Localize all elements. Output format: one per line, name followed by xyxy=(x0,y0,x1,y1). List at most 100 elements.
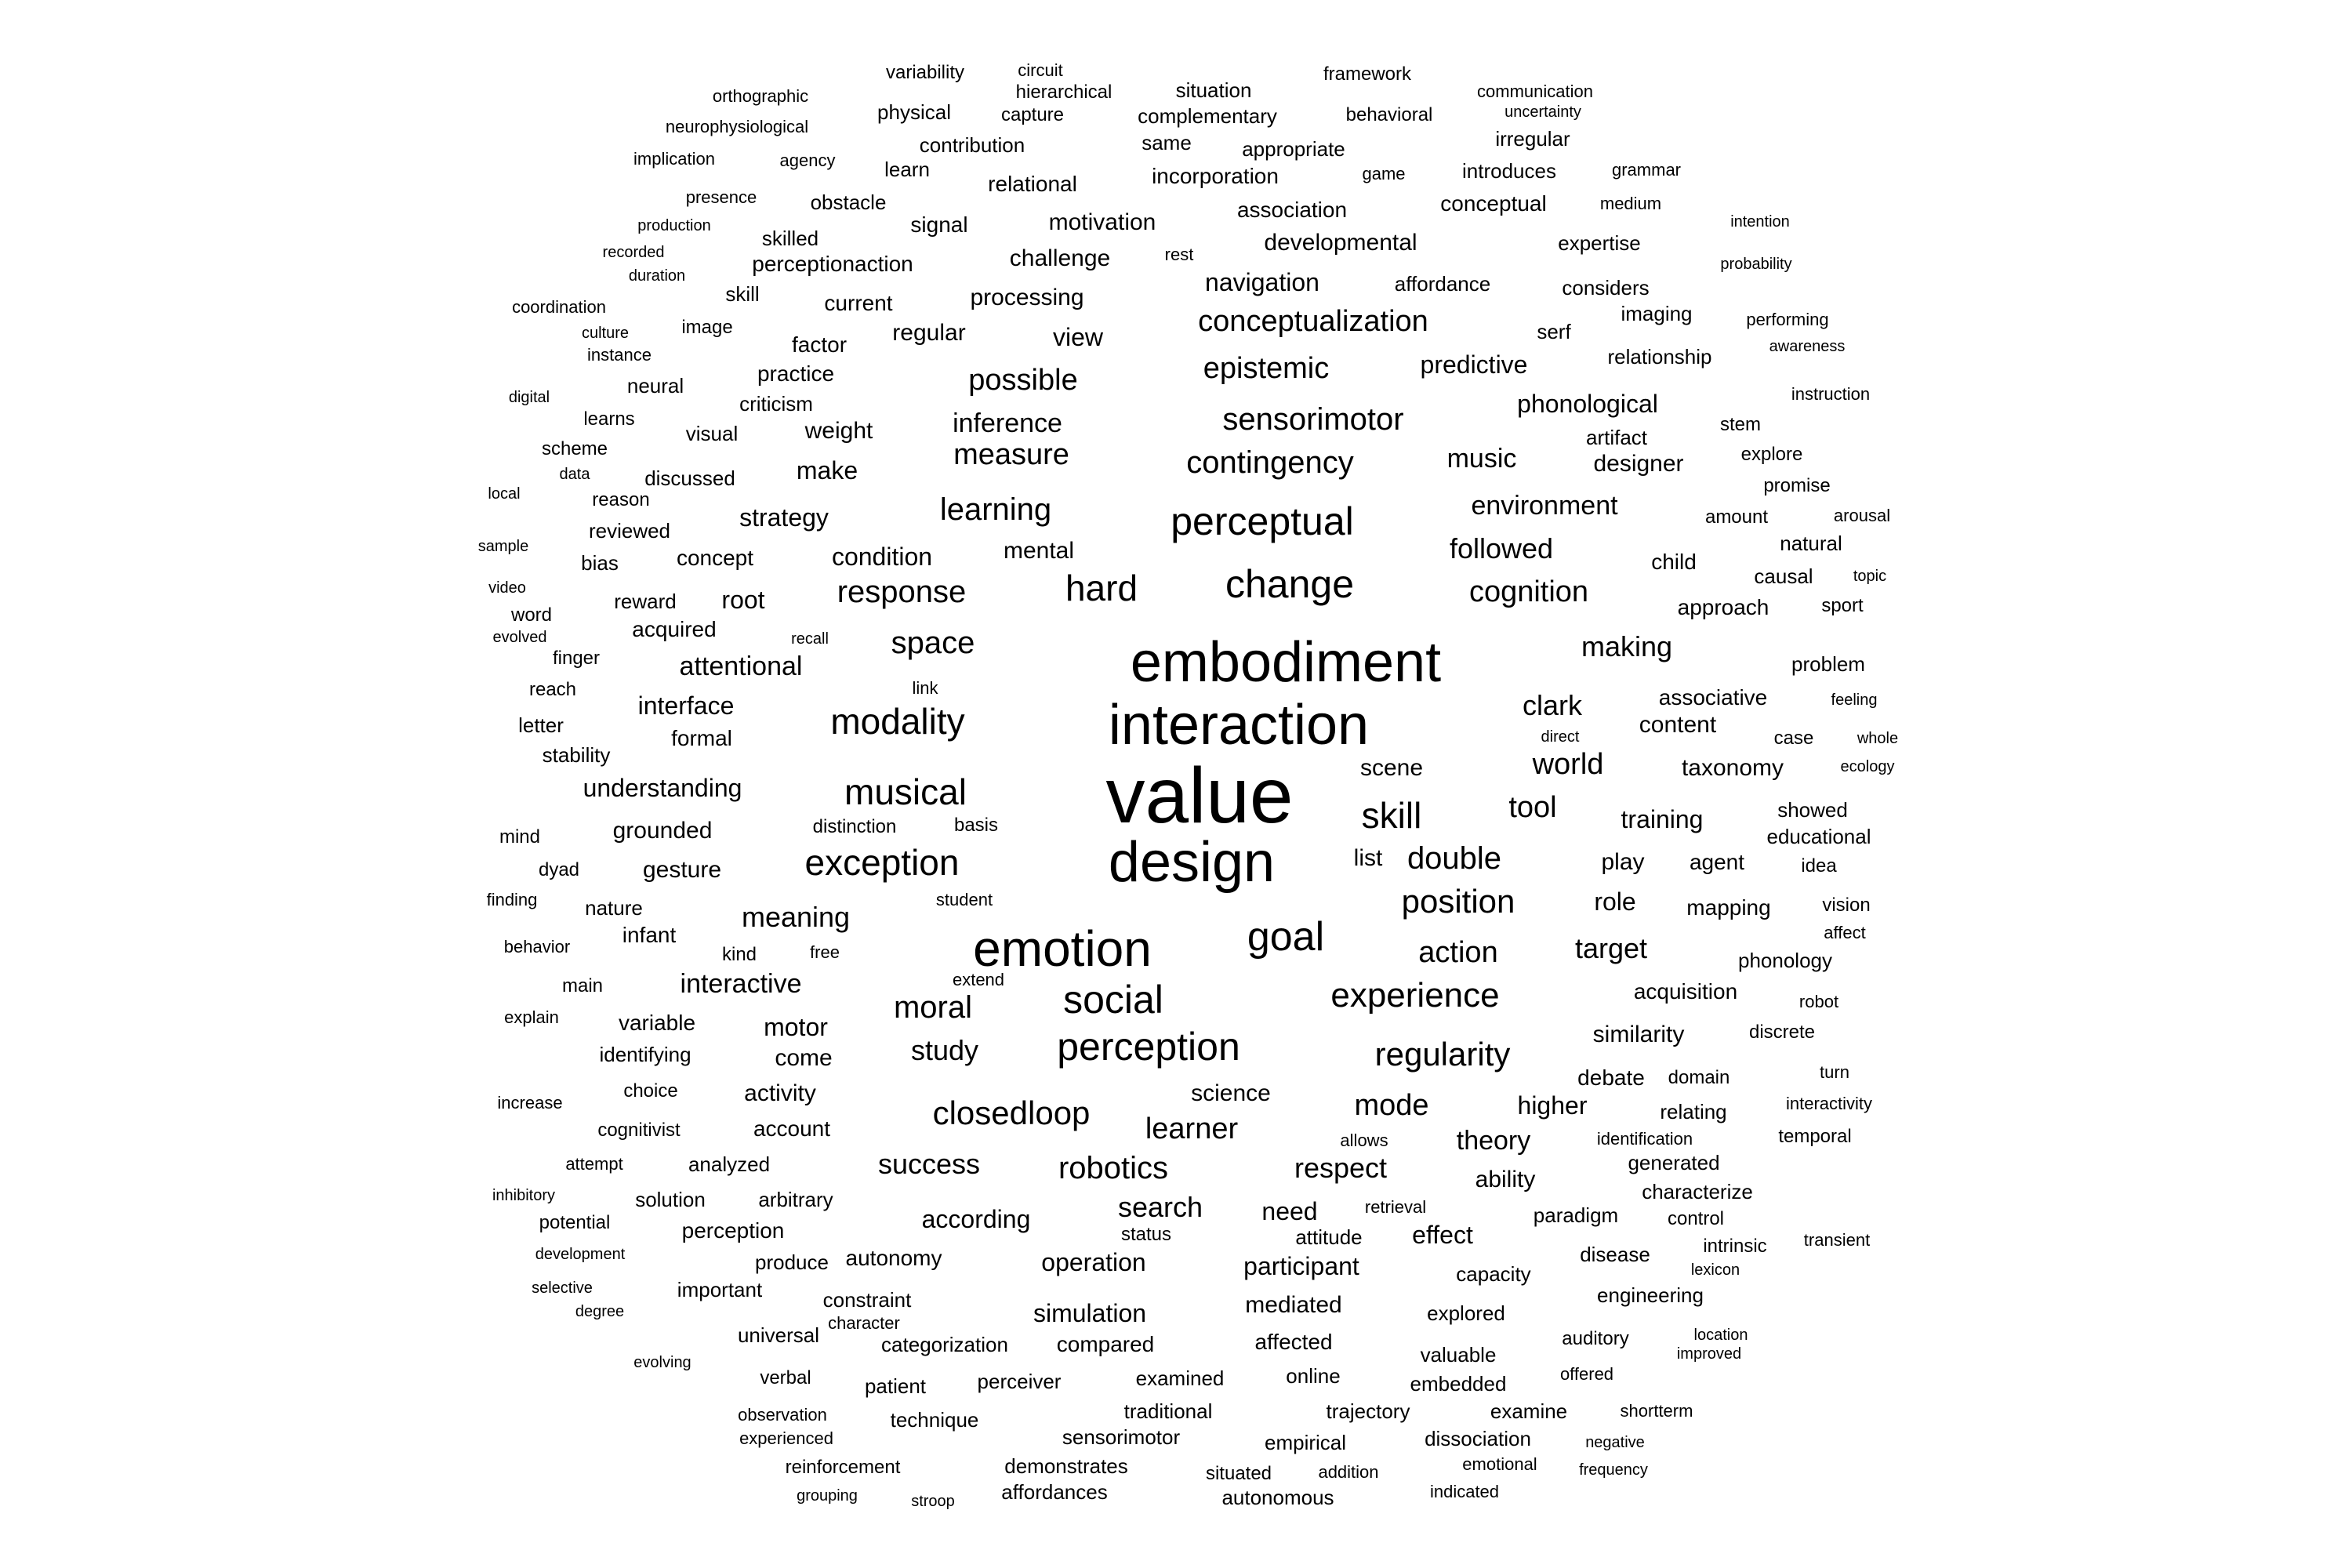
word-nature: nature xyxy=(585,896,643,920)
word-study: study xyxy=(910,1034,979,1066)
word-relationship: relationship xyxy=(1607,345,1712,368)
word-analyzed: analyzed xyxy=(688,1152,771,1176)
word-probability: probability xyxy=(1720,256,1792,273)
word-demonstrates: demonstrates xyxy=(1004,1454,1128,1478)
word-allows: allows xyxy=(1340,1131,1388,1150)
word-hard: hard xyxy=(1065,568,1138,608)
word-extend: extend xyxy=(952,970,1005,989)
word-motor: motor xyxy=(764,1013,828,1041)
word-navigation: navigation xyxy=(1205,268,1319,296)
word-rest: rest xyxy=(1164,245,1194,264)
word-conceptual: conceptual xyxy=(1440,191,1547,216)
word-mind: mind xyxy=(499,826,541,848)
word-lexicon: lexicon xyxy=(1690,1261,1740,1279)
word-status: status xyxy=(1120,1224,1172,1245)
word-perceiver: perceiver xyxy=(977,1370,1062,1393)
word-complementary: complementary xyxy=(1138,104,1277,128)
word-shortterm: shortterm xyxy=(1620,1401,1693,1421)
word-epistemic: epistemic xyxy=(1203,352,1330,385)
word-main: main xyxy=(561,975,604,996)
word-evolving: evolving xyxy=(633,1354,691,1371)
word-criticism: criticism xyxy=(739,392,813,416)
word-possible: possible xyxy=(968,364,1078,397)
word-interactivity: interactivity xyxy=(1785,1094,1873,1113)
word-stroop: stroop xyxy=(911,1493,955,1510)
word-distinction: distinction xyxy=(812,816,897,837)
word-evolved: evolved xyxy=(492,629,547,646)
word-culture: culture xyxy=(581,325,630,342)
word-skill: skill xyxy=(1361,795,1422,836)
word-scene: scene xyxy=(1359,755,1424,781)
word-temporal: temporal xyxy=(1778,1126,1852,1147)
word-affordances: affordances xyxy=(1001,1480,1108,1504)
word-grouping: grouping xyxy=(797,1487,858,1504)
word-intrinsic: intrinsic xyxy=(1703,1236,1767,1257)
word-associative: associative xyxy=(1658,685,1768,710)
word-list: list xyxy=(1353,845,1383,871)
word-visual: visual xyxy=(685,422,739,445)
word-arbitrary: arbitrary xyxy=(758,1188,833,1211)
word-account: account xyxy=(753,1116,831,1141)
word-root: root xyxy=(721,586,765,614)
word-according: according xyxy=(921,1205,1031,1233)
word-valuable: valuable xyxy=(1420,1343,1497,1367)
word-perception: perception xyxy=(1057,1025,1240,1069)
word-whole: whole xyxy=(1857,730,1899,747)
word-online: online xyxy=(1286,1364,1341,1388)
word-obstacle: obstacle xyxy=(810,191,887,214)
word-learning: learning xyxy=(939,492,1052,527)
word-discrete: discrete xyxy=(1748,1022,1816,1043)
word-situation: situation xyxy=(1175,78,1252,102)
word-potential: potential xyxy=(539,1212,611,1233)
word-constraint: constraint xyxy=(822,1288,912,1312)
word-skill: skill xyxy=(725,282,760,306)
word-phonology: phonology xyxy=(1738,949,1832,972)
word-production: production xyxy=(637,217,711,234)
word-link: link xyxy=(912,678,938,698)
word-traditional: traditional xyxy=(1123,1399,1213,1423)
word-attitude: attitude xyxy=(1295,1225,1363,1249)
word-instance: instance xyxy=(587,345,652,365)
word-similarity: similarity xyxy=(1592,1022,1685,1047)
word-selective: selective xyxy=(532,1279,593,1297)
word-retrieval: retrieval xyxy=(1364,1197,1427,1217)
word-local: local xyxy=(488,485,521,503)
word-space: space xyxy=(891,626,975,660)
word-idea: idea xyxy=(1801,855,1837,877)
word-compared: compared xyxy=(1056,1332,1155,1356)
word-offered: offered xyxy=(1559,1364,1614,1384)
word-case: case xyxy=(1773,728,1814,749)
word-problem: problem xyxy=(1791,652,1865,676)
word-finger: finger xyxy=(552,648,601,669)
word-control: control xyxy=(1667,1208,1725,1229)
word-artifact: artifact xyxy=(1585,426,1648,449)
word-categorization: categorization xyxy=(881,1333,1008,1356)
word-world: world xyxy=(1532,748,1604,781)
word-response: response xyxy=(837,575,967,609)
word-gesture: gesture xyxy=(642,857,722,883)
word-same: same xyxy=(1142,131,1192,154)
word-basis: basis xyxy=(953,815,999,836)
word-implication: implication xyxy=(633,149,715,169)
word-considers: considers xyxy=(1562,276,1650,299)
word-technique: technique xyxy=(890,1408,979,1432)
word-behavior: behavior xyxy=(503,937,571,956)
word-learns: learns xyxy=(583,408,635,430)
word-goal: goal xyxy=(1247,914,1325,960)
word-image: image xyxy=(681,317,733,338)
word-attentional: attentional xyxy=(679,652,803,681)
word-inference: inference xyxy=(953,408,1062,438)
word-variable: variable xyxy=(618,1011,696,1035)
word-perceptionaction: perceptionaction xyxy=(752,252,913,276)
word-developmental: developmental xyxy=(1264,230,1417,256)
word-robotics: robotics xyxy=(1058,1151,1169,1185)
word-free: free xyxy=(810,942,840,962)
word-characterize: characterize xyxy=(1642,1180,1753,1203)
word-recall: recall xyxy=(791,630,829,648)
word-higher: higher xyxy=(1517,1091,1588,1120)
word-musical: musical xyxy=(844,771,967,812)
word-mode: mode xyxy=(1354,1089,1429,1122)
word-infant: infant xyxy=(622,923,677,947)
word-incorporation: incorporation xyxy=(1152,164,1279,188)
